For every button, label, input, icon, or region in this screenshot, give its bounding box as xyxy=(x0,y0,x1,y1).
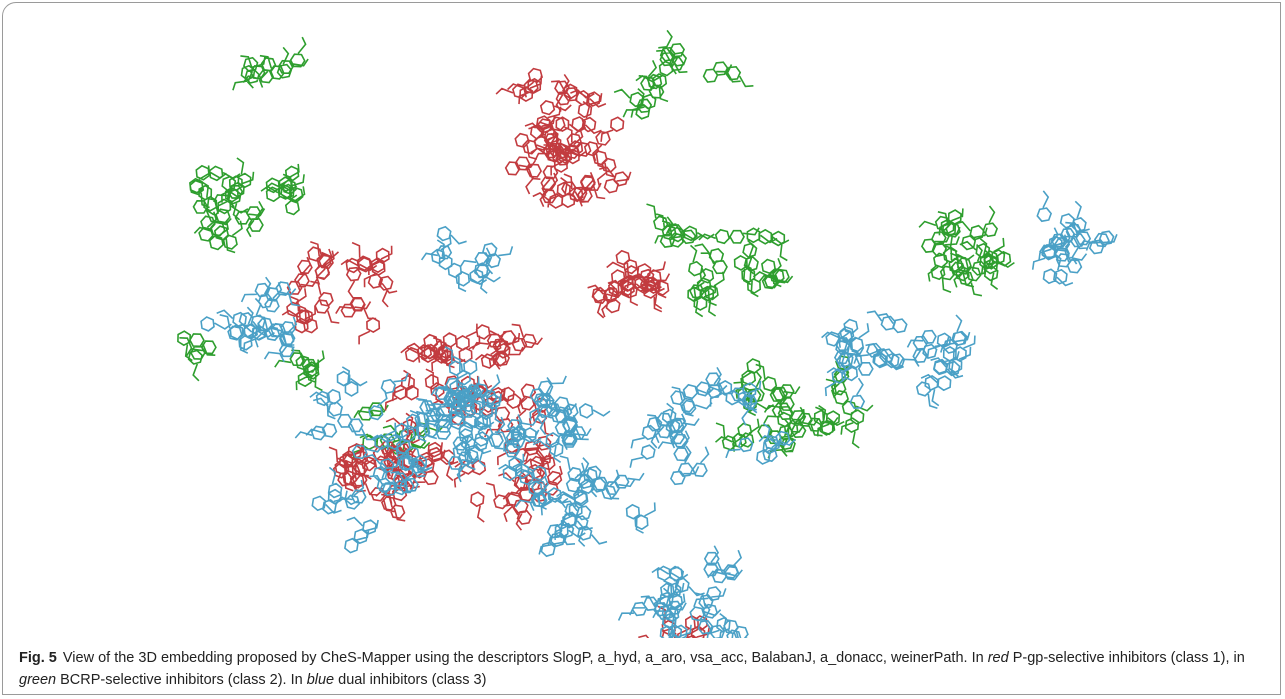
molecule-cluster xyxy=(178,331,216,381)
molecule-cluster xyxy=(822,311,975,408)
molecule-cluster xyxy=(201,277,300,362)
molecule-cluster xyxy=(496,69,606,118)
molecule-cluster xyxy=(614,30,753,118)
figure-label: Fig. 5 xyxy=(19,650,57,666)
molecule-cluster xyxy=(1033,191,1117,286)
embedding-view xyxy=(3,3,1281,638)
molecule-cluster xyxy=(506,102,631,209)
molecule-cluster xyxy=(647,204,793,317)
molecule-cluster xyxy=(619,546,758,638)
caption-text: blue xyxy=(307,672,334,688)
caption-text: dual inhibitors (class 3) xyxy=(334,672,486,688)
molecule-cluster xyxy=(588,251,670,318)
molecule-cluster xyxy=(190,158,305,253)
molecule-cluster xyxy=(422,227,513,293)
figure: Fig. 5 View of the 3D embedding proposed … xyxy=(2,2,1281,695)
figure-caption: Fig. 5 View of the 3D embedding proposed … xyxy=(19,647,1269,691)
caption-text: red xyxy=(988,650,1009,666)
caption-text: BCRP-selective inhibitors (class 2). In xyxy=(56,672,307,688)
caption-text: View of the 3D embedding proposed by Che… xyxy=(63,650,988,666)
caption-text: P-gp-selective inhibitors (class 1), in xyxy=(1009,650,1245,666)
caption-text: green xyxy=(19,672,56,688)
molecule-cluster xyxy=(919,206,1014,296)
molecule-cluster xyxy=(233,37,308,90)
molecule-cluster xyxy=(282,242,397,345)
molecule-cluster xyxy=(716,356,873,458)
molecule-cluster xyxy=(630,367,795,484)
page: Fig. 5 View of the 3D embedding proposed … xyxy=(0,0,1285,699)
